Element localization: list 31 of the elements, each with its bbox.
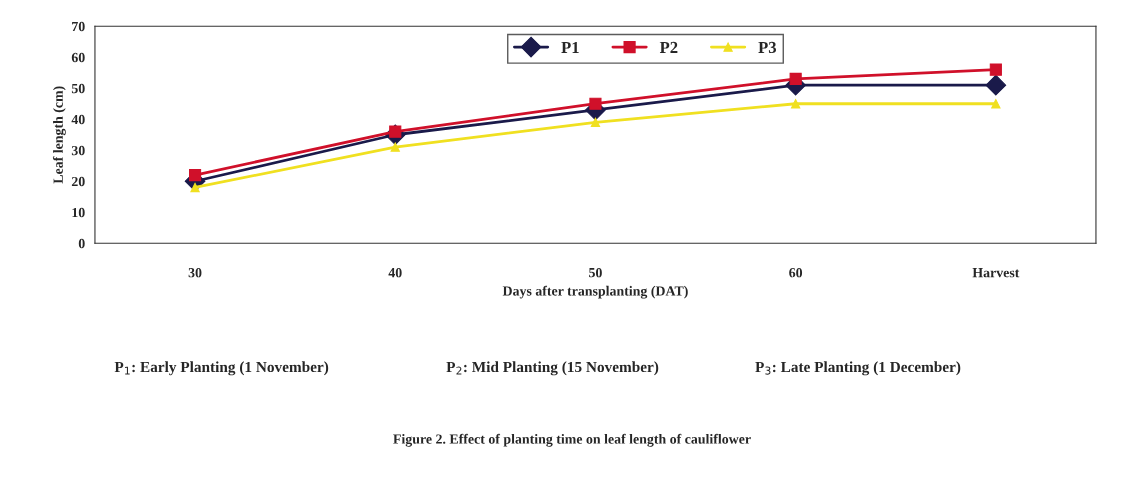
y-tick-label: 60	[71, 52, 85, 63]
y-tick-label: 10	[72, 207, 85, 218]
y-tick-label: 70	[72, 21, 85, 32]
point	[590, 117, 601, 128]
x-tick-label: 60	[789, 267, 803, 278]
point	[991, 99, 1001, 109]
point	[789, 72, 802, 86]
legend-label: P3	[758, 41, 777, 54]
text: P$_{1}$: Early Planting (1 November)	[114, 361, 329, 376]
x-tick-label: 40	[388, 267, 402, 278]
point	[790, 99, 801, 109]
point	[390, 142, 400, 152]
y-tick-label: 40	[71, 114, 85, 125]
x-tick-label: 30	[188, 267, 202, 278]
point	[589, 97, 602, 110]
y-tick-label: 50	[71, 83, 85, 94]
text: P$_{3}$: Late Planting (1 December)	[755, 361, 961, 376]
y-axis-title: Leaf length (cm)	[52, 86, 66, 184]
legend-label: P1	[561, 41, 579, 53]
y-tick-label: 20	[71, 176, 85, 187]
y-tick-label: 30	[71, 145, 85, 156]
y-tick-label: 0	[78, 238, 85, 249]
x-axis-title: Days after transplanting (DAT)	[502, 285, 688, 299]
point	[985, 74, 1007, 96]
x-tick-label: 50	[589, 267, 602, 278]
point	[188, 168, 202, 182]
x-tick-label: Harvest	[972, 268, 1020, 278]
caption: Figure 2. Effect of planting time on leaf length of cauliflower	[393, 433, 751, 447]
legend-label: P2	[659, 41, 678, 53]
point	[989, 63, 1002, 76]
text: P$_{2}$: Mid Planting (15 November)	[446, 361, 659, 376]
